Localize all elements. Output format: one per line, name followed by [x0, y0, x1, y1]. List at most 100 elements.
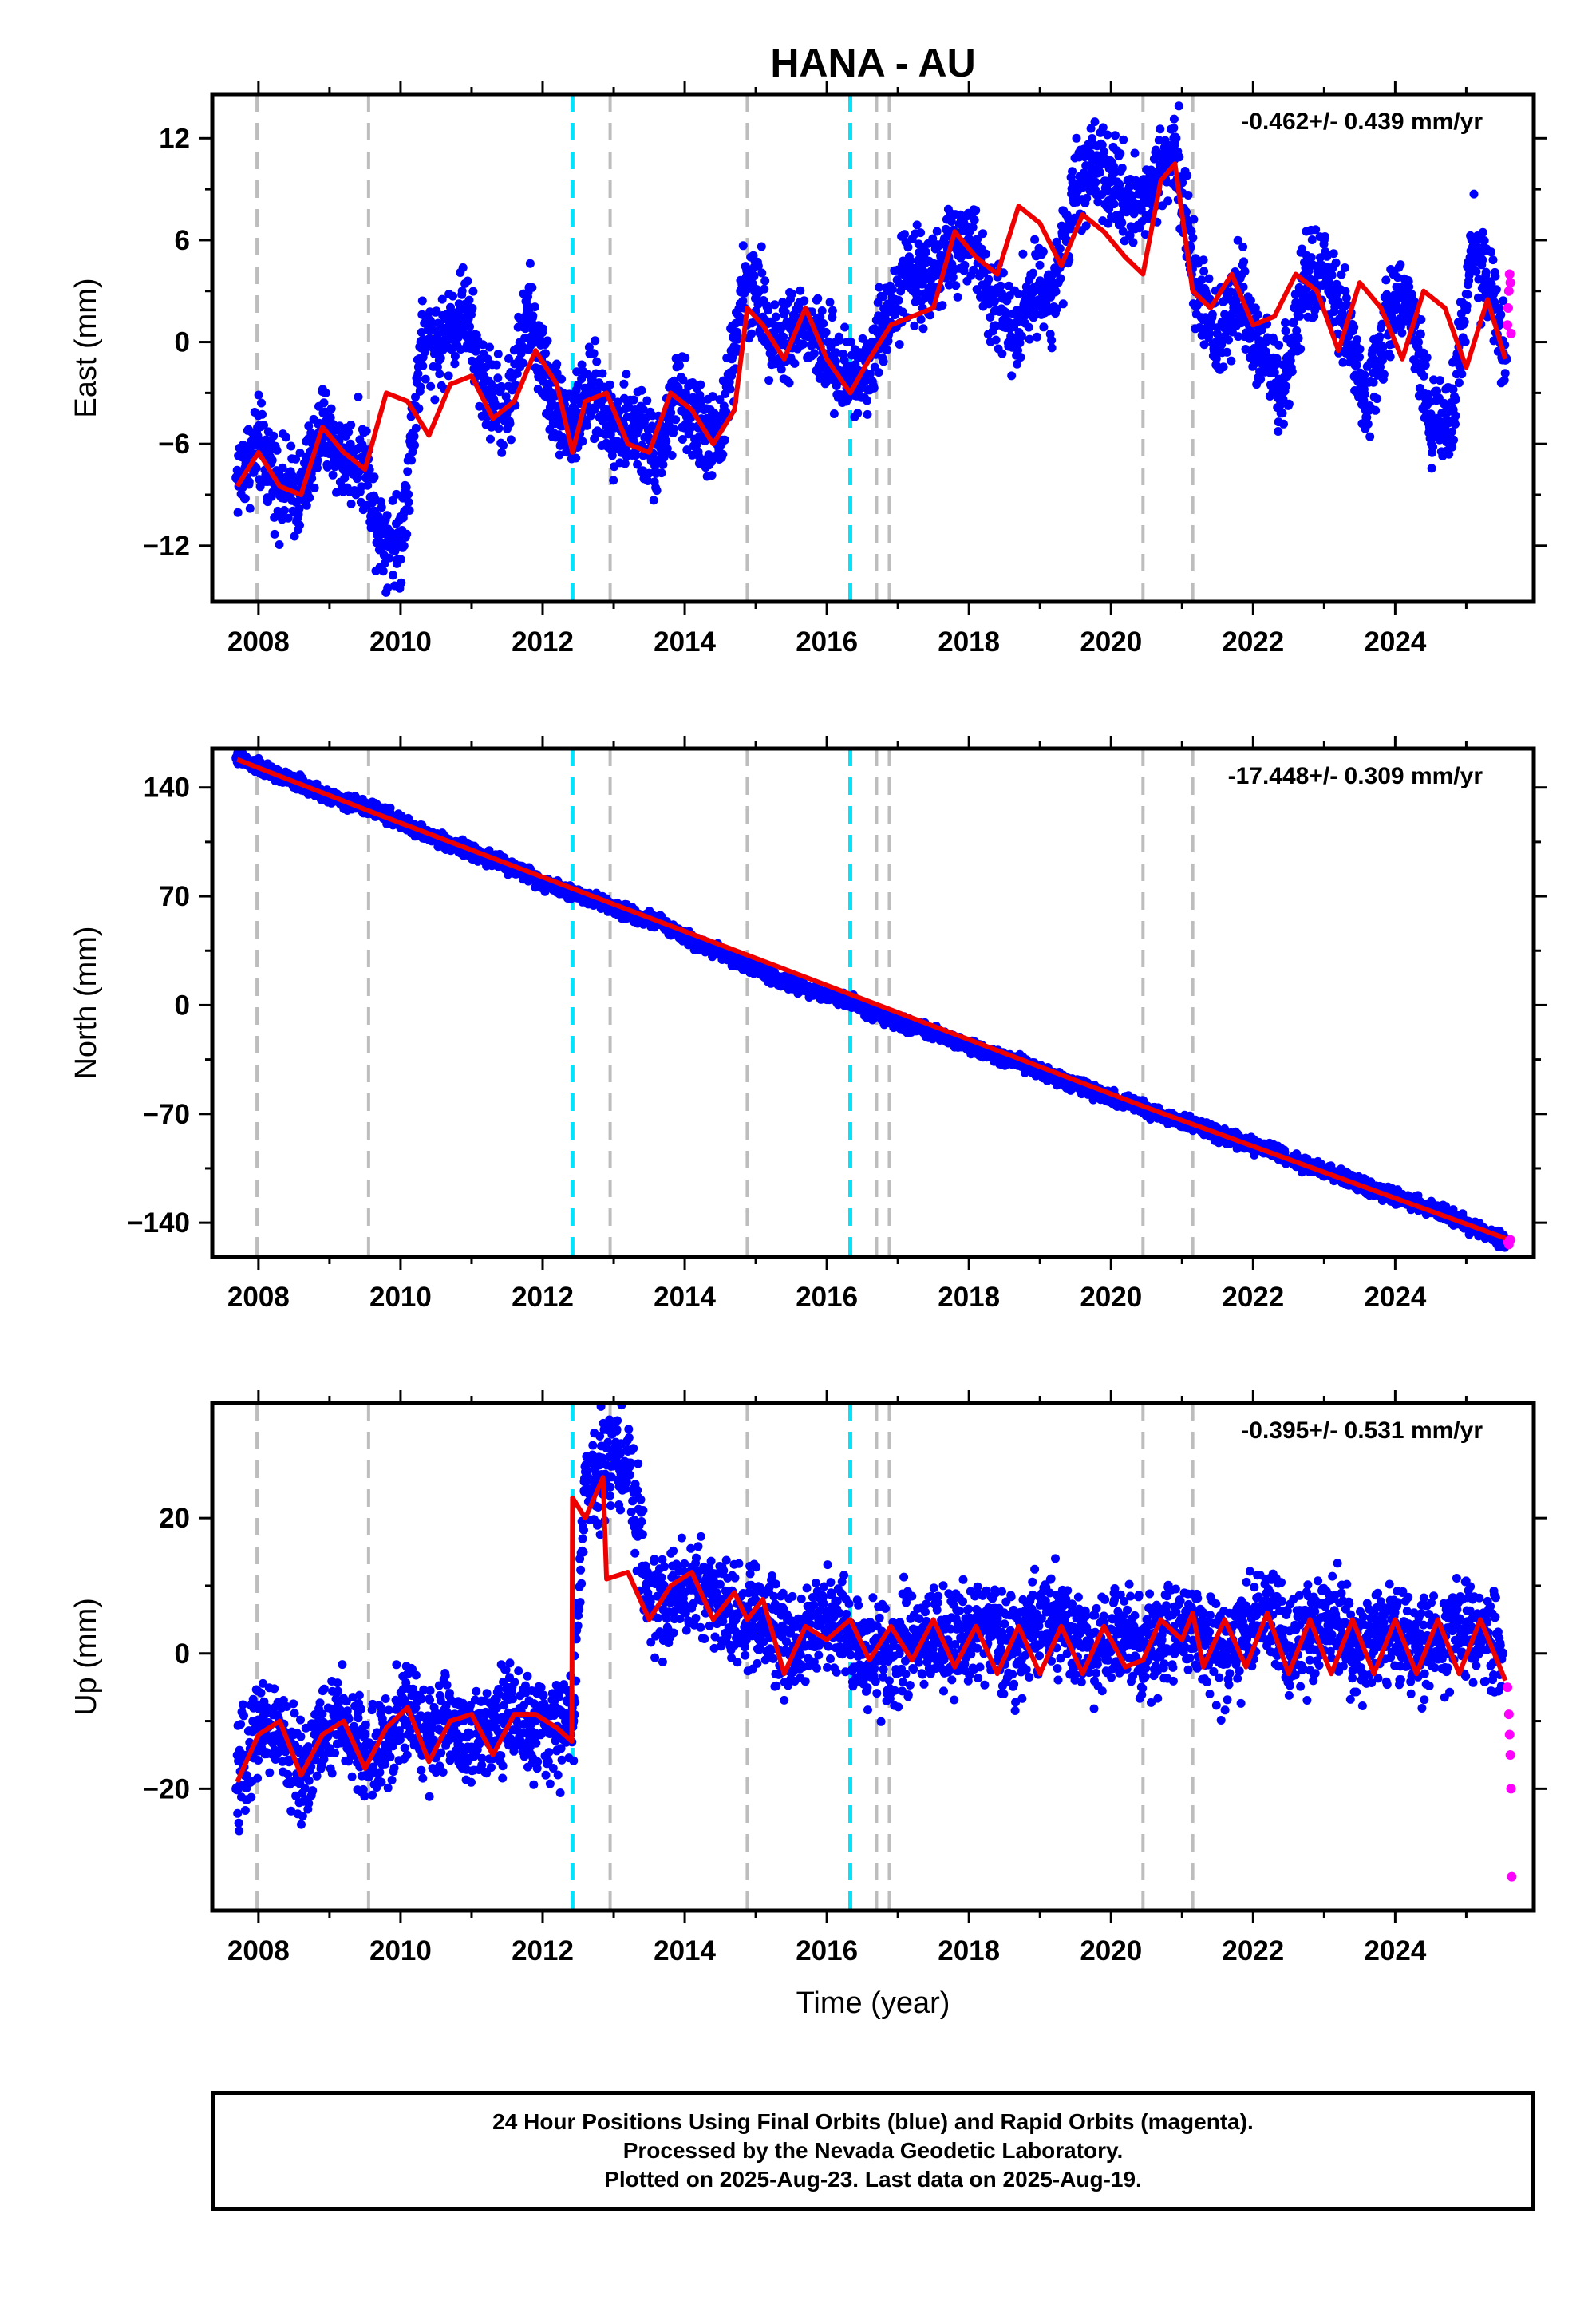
final-orbit-sample — [1119, 136, 1128, 144]
final-orbit-sample — [875, 368, 883, 377]
final-orbit-sample — [1308, 235, 1317, 244]
final-orbit-sample — [638, 386, 646, 395]
final-orbit-sample — [895, 340, 904, 349]
final-orbit-sample — [696, 381, 705, 389]
final-orbit-sample — [1464, 290, 1472, 299]
final-orbit-sample — [1491, 272, 1499, 281]
final-orbit-sample — [404, 490, 413, 499]
final-orbit-sample — [241, 494, 250, 503]
final-orbit-sample — [310, 484, 319, 492]
final-orbit-sample — [1496, 310, 1505, 319]
final-orbit-sample — [750, 271, 759, 280]
final-orbit-sample — [1068, 167, 1077, 176]
final-orbit-sample — [268, 456, 277, 464]
final-orbit-sample — [1116, 149, 1124, 158]
final-orbit-sample — [430, 395, 439, 404]
final-orbit-sample — [888, 285, 897, 294]
final-orbit-sample — [1452, 412, 1460, 421]
final-orbit-sample — [1457, 370, 1466, 378]
final-orbit-sample — [523, 305, 531, 314]
final-orbit-sample — [1501, 369, 1510, 377]
final-orbit-sample — [1294, 334, 1303, 342]
final-orbit-sample — [1175, 101, 1183, 110]
final-orbit-sample — [526, 259, 535, 268]
final-orbit-sample — [506, 419, 515, 428]
final-orbit-sample — [1227, 357, 1235, 366]
page-title: HANA - AU — [770, 41, 975, 85]
final-orbit-cloud — [233, 101, 1510, 597]
final-orbit-sample — [813, 294, 822, 303]
final-orbit-sample — [418, 362, 427, 370]
final-orbit-sample — [1059, 299, 1068, 308]
final-orbit-sample — [571, 454, 580, 463]
final-orbit-sample — [1423, 353, 1432, 362]
x-tick-label: 2020 — [1080, 626, 1142, 658]
final-orbit-sample — [836, 336, 844, 345]
final-orbit-sample — [379, 567, 388, 575]
final-orbit-sample — [1199, 267, 1208, 275]
x-tick-label: 2024 — [1364, 626, 1426, 658]
final-orbit-sample — [1386, 353, 1395, 362]
final-orbit-sample — [1428, 464, 1436, 472]
final-orbit-sample — [1197, 275, 1206, 284]
final-orbit-sample — [726, 385, 735, 393]
final-orbit-sample — [583, 421, 591, 430]
final-orbit-sample — [1205, 275, 1214, 283]
final-orbit-sample — [1492, 285, 1501, 294]
final-orbit-sample — [1047, 336, 1056, 345]
rapid-orbit-point — [1504, 287, 1514, 296]
final-orbit-sample — [258, 410, 267, 419]
final-orbit-sample — [541, 349, 550, 358]
final-orbit-sample — [1361, 390, 1369, 399]
final-orbit-sample — [1360, 370, 1369, 379]
final-orbit-sample — [828, 306, 837, 315]
final-orbit-sample — [1489, 255, 1498, 264]
final-orbit-sample — [313, 464, 322, 472]
final-orbit-sample — [788, 290, 796, 298]
final-orbit-sample — [383, 511, 392, 520]
final-orbit-sample — [1451, 420, 1460, 429]
plot-area — [231, 94, 1515, 602]
final-orbit-sample — [853, 409, 862, 417]
final-orbit-sample — [1449, 436, 1458, 445]
final-orbit-sample — [1373, 394, 1381, 403]
final-orbit-sample — [1239, 257, 1248, 266]
final-orbit-sample — [739, 241, 748, 250]
final-orbit-sample — [688, 422, 697, 431]
final-orbit-sample — [543, 336, 552, 345]
final-orbit-sample — [670, 425, 678, 433]
final-orbit-sample — [1455, 378, 1464, 387]
final-orbit-sample — [370, 472, 379, 481]
final-orbit-sample — [437, 354, 445, 362]
final-orbit-sample — [459, 263, 468, 272]
final-orbit-sample — [1118, 164, 1127, 172]
final-orbit-sample — [1029, 269, 1037, 278]
final-orbit-sample — [412, 424, 421, 433]
final-orbit-sample — [721, 436, 729, 445]
velocity-rate-label: -0.462+/- 0.439 mm/yr — [1241, 109, 1483, 135]
final-orbit-sample — [1131, 149, 1140, 158]
final-orbit-sample — [552, 360, 561, 369]
final-orbit-sample — [1073, 134, 1081, 143]
final-orbit-sample — [1487, 247, 1495, 256]
final-orbit-sample — [492, 361, 501, 370]
final-orbit-sample — [1100, 148, 1108, 156]
final-orbit-sample — [257, 399, 266, 408]
final-orbit-sample — [796, 287, 804, 295]
y-tick-label: −6 — [158, 429, 190, 460]
final-orbit-sample — [302, 501, 311, 510]
final-orbit-sample — [1199, 255, 1208, 264]
final-orbit-sample — [377, 503, 386, 512]
final-orbit-sample — [410, 441, 419, 449]
final-orbit-sample — [400, 542, 409, 551]
final-orbit-sample — [1470, 190, 1479, 199]
final-orbit-sample — [1223, 348, 1231, 357]
final-orbit-sample — [255, 391, 263, 400]
final-orbit-sample — [609, 476, 618, 484]
rapid-orbit-point — [1503, 320, 1512, 330]
final-orbit-sample — [1380, 370, 1389, 379]
final-orbit-sample — [658, 468, 666, 477]
final-orbit-sample — [1404, 283, 1413, 291]
